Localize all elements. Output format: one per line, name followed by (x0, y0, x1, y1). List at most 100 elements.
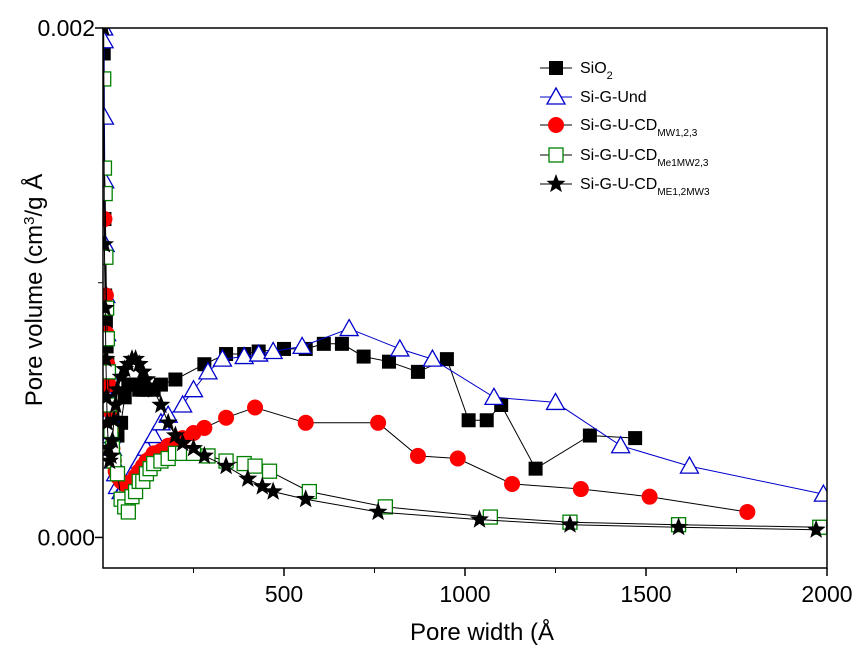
data-point (126, 349, 146, 368)
data-point (218, 409, 235, 426)
data-point (144, 379, 164, 398)
plot-frame (102, 27, 828, 569)
y-tick-label: 0.002 (37, 15, 95, 41)
data-point (212, 348, 233, 367)
legend-marker-shape (548, 147, 564, 163)
data-point (109, 466, 126, 482)
data-point (216, 456, 236, 475)
data-point (669, 517, 689, 536)
data-point (291, 336, 313, 355)
data-point (197, 361, 219, 380)
legend-entry-si-g-und: Si-G-Und (540, 86, 647, 106)
data-point (470, 509, 489, 528)
data-point (183, 379, 204, 398)
data-point (389, 338, 410, 357)
legend-marker-circle-filled (548, 117, 564, 133)
series-2 (103, 185, 756, 520)
data-point (143, 425, 164, 444)
legend-label-me12mw3: Si-G-U-CD (580, 176, 657, 193)
data-point (641, 488, 658, 505)
data-point (356, 349, 371, 364)
data-point (158, 412, 178, 431)
data-point (483, 387, 505, 405)
data-point (248, 343, 269, 362)
data-point (103, 331, 115, 347)
data-point (103, 430, 122, 449)
data-point (422, 348, 443, 367)
legend-entry-me12mw3: Si-G-U-CDME1,2MW3 (540, 174, 710, 198)
legend-label-me12mw3-sub: ME1,2MW3 (657, 187, 710, 198)
data-point (106, 395, 126, 414)
data-point (103, 438, 118, 457)
data-point (103, 387, 117, 406)
x-axis-label: Pore width (Å (410, 618, 554, 646)
data-point (238, 468, 258, 487)
data-point (504, 475, 521, 492)
svg-text:Si-G-U-CDME1,2MW3: Si-G-U-CDME1,2MW3 (580, 176, 710, 198)
data-point (172, 394, 193, 413)
data-point (136, 369, 156, 388)
data-point (813, 483, 827, 502)
data-point (120, 504, 136, 520)
legend-label-sio2: SiO (580, 60, 607, 77)
y-axis-label-sup: 3 (21, 216, 38, 224)
series-layer (103, 28, 827, 538)
legend-marker-star-filled (546, 174, 566, 193)
data-point (560, 514, 580, 533)
legend-entry-me1mw23: Si-G-U-CDMe1MW2,3 (540, 147, 709, 169)
legend-label-me1mw23-sub: Me1MW2,3 (657, 158, 709, 169)
data-point (334, 336, 349, 351)
data-point (368, 502, 388, 521)
data-point (461, 413, 476, 428)
data-point (111, 367, 131, 386)
legend-label-si-g-und: Si-G-Und (580, 89, 647, 106)
legend-marker-shape (545, 86, 567, 105)
data-point (168, 372, 183, 387)
data-point (247, 399, 264, 416)
y-axis-label-main: Pore volume (cm (21, 225, 48, 406)
data-point (806, 519, 826, 538)
data-point (103, 249, 114, 265)
data-point (196, 419, 213, 436)
y-axis-label-tail: /g Å (20, 174, 48, 217)
data-point (679, 455, 700, 474)
data-point (297, 414, 314, 431)
legend: SiO2 Si-G-Und Si-G-U-CDMW1,2,3 Si-G-U-CD… (540, 60, 710, 198)
data-point (381, 354, 396, 369)
legend-label-me1mw23: Si-G-U-CD (580, 147, 657, 164)
legend-marker-shape (549, 61, 563, 75)
legend-marker-shape (548, 117, 564, 133)
data-point (104, 410, 124, 429)
legend-label-mw123-sub: MW1,2,3 (657, 128, 697, 139)
data-point (252, 476, 272, 495)
data-point (572, 481, 589, 498)
data-point (261, 463, 278, 479)
data-point (108, 379, 127, 398)
svg-text:SiO2: SiO2 (580, 60, 613, 82)
data-point (103, 28, 110, 37)
y-axis-label: Pore volume (cm3/g Å (20, 174, 48, 406)
legend-entry-sio2: SiO2 (540, 60, 613, 82)
x-tick-label: 1500 (620, 581, 671, 607)
data-point (103, 46, 111, 61)
data-point (165, 425, 185, 444)
data-point (194, 445, 214, 464)
x-tick-label: 1000 (439, 581, 490, 607)
legend-marker-square-open (548, 147, 564, 163)
data-point (628, 431, 643, 446)
legend-marker-square-filled (549, 61, 563, 75)
data-point (739, 503, 756, 520)
svg-text:Si-G-U-CDMW1,2,3: Si-G-U-CDMW1,2,3 (580, 117, 698, 139)
legend-label-sio2-sub: 2 (607, 70, 613, 82)
data-point (103, 234, 114, 253)
data-point (173, 433, 193, 452)
data-point (263, 341, 284, 360)
tick-layer: 500 1000 1500 2000 0.000 0.002 (37, 15, 852, 607)
legend-label-mw123: Si-G-U-CD (580, 117, 657, 134)
data-point (409, 447, 426, 464)
data-point (133, 361, 153, 380)
data-point (479, 413, 494, 428)
legend-entry-mw123: Si-G-U-CDMW1,2,3 (540, 117, 698, 139)
data-point (610, 435, 631, 454)
data-point (370, 414, 387, 431)
